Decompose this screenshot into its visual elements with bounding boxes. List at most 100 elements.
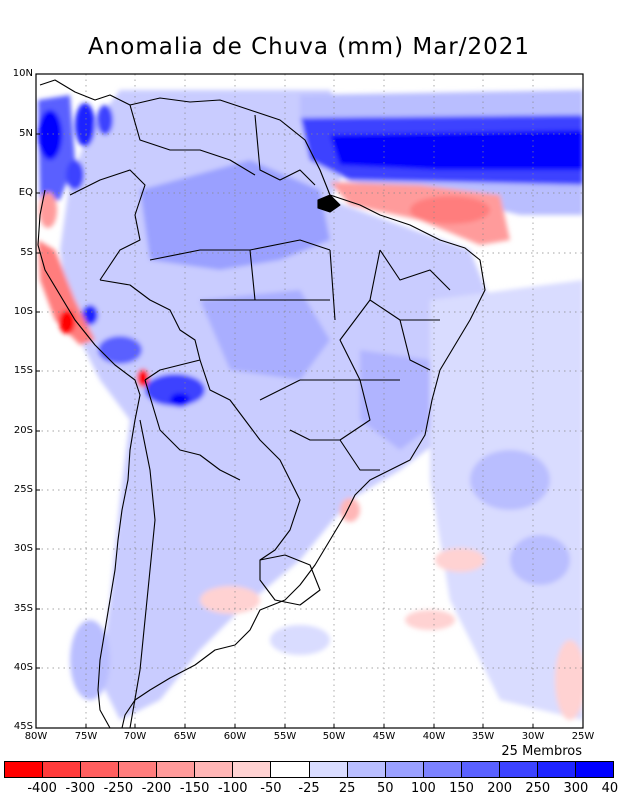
lon-label-70w: 70W xyxy=(123,731,147,742)
anomaly-mid-blue-amazon xyxy=(140,160,330,270)
legend-label-11: 150 xyxy=(449,781,474,796)
legend-swatch-10 xyxy=(385,762,424,777)
lat-label-15s: 15S xyxy=(13,365,33,376)
brazil-states-ne xyxy=(339,249,451,381)
map-title: Anomalia de Chuva (mm) Mar/2021 xyxy=(87,34,531,60)
axis-ticks xyxy=(36,133,534,728)
anomaly-patagonia-blue xyxy=(70,620,110,700)
lon-label-45w: 45W xyxy=(372,731,396,742)
anomaly-mid-blue-central xyxy=(200,290,330,380)
border-argentina-chile xyxy=(129,419,156,728)
lon-label-65w: 65W xyxy=(173,731,197,742)
anomaly-peru-coast-red xyxy=(38,240,95,345)
lon-label-80w: 80W xyxy=(24,731,48,742)
legend-label-7: -25 xyxy=(298,781,320,796)
legend-label-3: -200 xyxy=(141,781,172,796)
legend-label-2: -250 xyxy=(103,781,134,796)
anomaly-atlantic-blue-1 xyxy=(470,450,550,510)
lon-label-25w: 25W xyxy=(571,731,595,742)
legend-label-6: -50 xyxy=(260,781,282,796)
anomaly-mid-blue-bahia xyxy=(360,350,440,450)
lon-label-40w: 40W xyxy=(422,731,446,742)
lat-label-30s: 30S xyxy=(13,543,33,554)
anomaly-south-red-1 xyxy=(200,586,260,614)
lat-label-10s: 10S xyxy=(13,306,33,317)
brazil-states-north xyxy=(149,239,336,321)
legend-swatch-11 xyxy=(423,762,462,777)
legend-swatch-3 xyxy=(119,762,158,777)
lat-label-10n: 10N xyxy=(12,68,33,79)
border-brazil-south xyxy=(199,359,301,561)
lat-label-20s: 20S xyxy=(13,425,33,436)
legend-swatch-14 xyxy=(537,762,576,777)
anomaly-peru-red-core xyxy=(59,310,75,334)
legend-label-15: 400 xyxy=(601,781,618,796)
marajo-island xyxy=(317,194,341,213)
lat-label-5n: 5N xyxy=(19,128,33,139)
legend-swatch-2 xyxy=(81,762,120,777)
anomaly-ne-coast-red-core xyxy=(410,196,490,224)
anomaly-andes-blue-3 xyxy=(66,160,84,190)
legend-swatch-6 xyxy=(233,762,272,777)
continent-coastline xyxy=(39,79,486,728)
legend-swatch-8 xyxy=(309,762,348,777)
country-borders xyxy=(37,79,486,728)
anomaly-bolivia-blue xyxy=(145,374,205,406)
legend-swatch-5 xyxy=(195,762,234,777)
lat-label-35s: 35S xyxy=(13,603,33,614)
lon-label-50w: 50W xyxy=(322,731,346,742)
legend-label-12: 200 xyxy=(487,781,513,796)
legend-label-1: -300 xyxy=(65,781,95,796)
lat-label-5s: 5S xyxy=(20,247,33,258)
legend-swatch-12 xyxy=(461,762,500,777)
brazil-states-south xyxy=(259,379,380,471)
border-peru-brazil xyxy=(99,279,201,381)
border-guyanas xyxy=(254,114,316,186)
legend-swatch-1 xyxy=(43,762,82,777)
border-bolivia-paraguay xyxy=(144,379,241,481)
legend-label-8: 25 xyxy=(338,781,356,796)
anomaly-south-red-3 xyxy=(555,640,583,720)
anomaly-ecuador-red xyxy=(39,192,57,228)
lat-label-25s: 25S xyxy=(13,484,33,495)
legend-swatch-0 xyxy=(5,762,44,777)
lat-label-45s: 45S xyxy=(13,721,33,732)
anomaly-argentina-blue xyxy=(270,625,330,655)
lon-label-35w: 35W xyxy=(471,731,495,742)
legend-label-4: -150 xyxy=(179,781,210,796)
anomaly-colombia-core xyxy=(38,110,62,160)
anomaly-field xyxy=(36,74,583,728)
color-legend xyxy=(4,761,614,778)
lat-label-40s: 40S xyxy=(13,662,33,673)
border-uruguay xyxy=(259,554,321,606)
anomaly-andes-blue-1 xyxy=(75,103,95,147)
legend-label-13: 250 xyxy=(525,781,551,796)
lon-label-30w: 30W xyxy=(521,731,545,742)
lon-label-75w: 75W xyxy=(74,731,98,742)
legend-swatch-15 xyxy=(575,762,613,777)
anomaly-andes-blue-2 xyxy=(97,105,113,135)
anomaly-peru-blue-1 xyxy=(98,336,142,364)
legend-swatch-7 xyxy=(271,762,310,777)
legend-swatch-13 xyxy=(499,762,538,777)
anomaly-south-red-2 xyxy=(435,548,485,572)
lon-label-60w: 60W xyxy=(223,731,247,742)
anomaly-atlantic-blue-2 xyxy=(510,535,570,585)
graticule xyxy=(36,74,583,728)
legend-label-10: 100 xyxy=(410,781,436,796)
border-colombia xyxy=(69,169,146,281)
legend-swatch-9 xyxy=(347,762,386,777)
west-coastline xyxy=(37,189,141,728)
anomaly-itcz-core xyxy=(330,130,583,170)
border-venezuela xyxy=(129,104,256,176)
legend-swatch-4 xyxy=(157,762,196,777)
lon-label-55w: 55W xyxy=(273,731,297,742)
legend-label-9: 50 xyxy=(376,781,394,796)
legend-label-14: 300 xyxy=(563,781,589,796)
map-frame xyxy=(35,73,584,729)
anomaly-itcz-fringe xyxy=(300,90,583,118)
anomaly-peru-blue-2 xyxy=(82,305,98,325)
anomaly-bolivia-core xyxy=(170,393,190,407)
legend-label-0: -400 xyxy=(27,781,57,796)
